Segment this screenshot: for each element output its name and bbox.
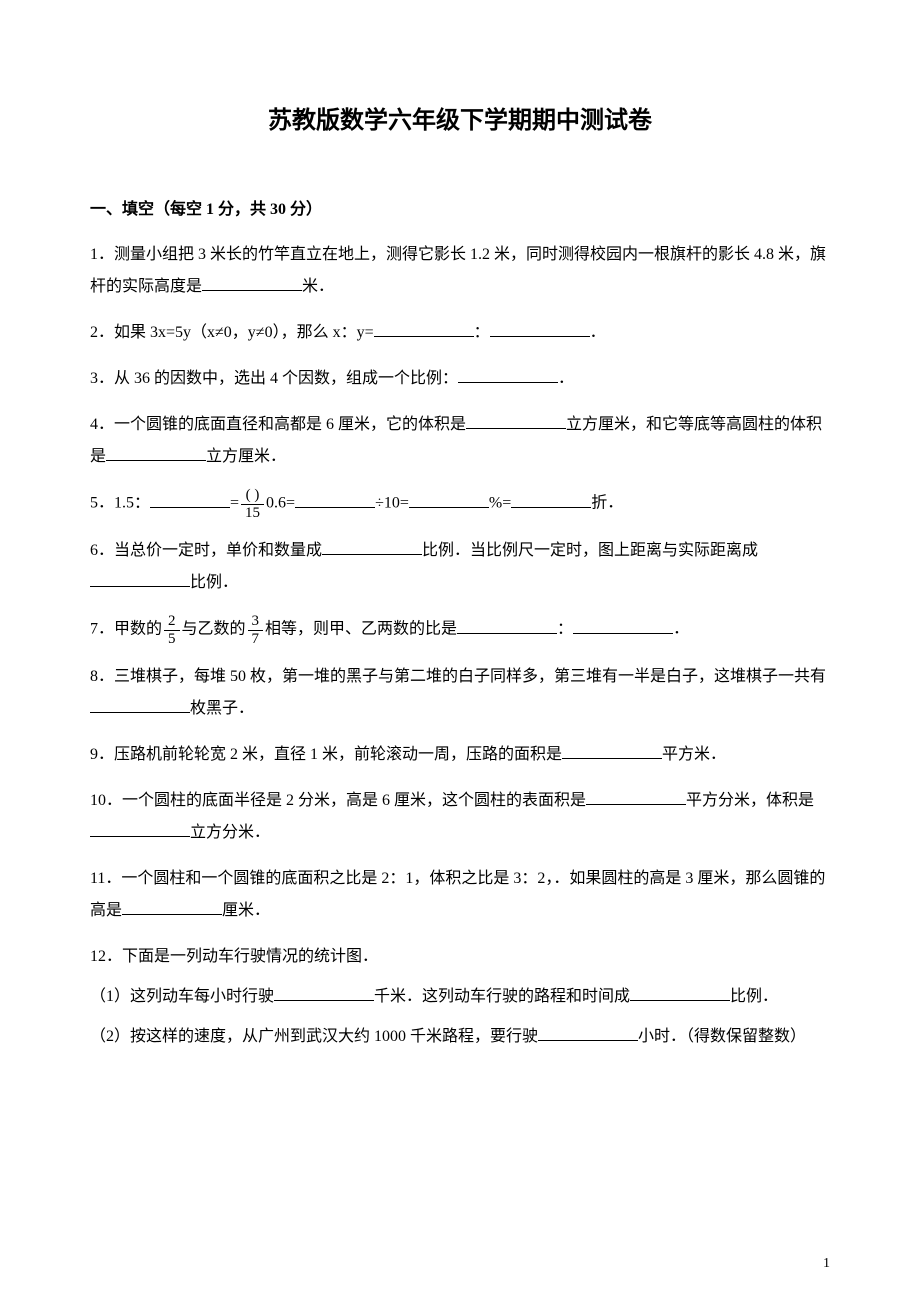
q6-text-b: 比例．当比例尺一定时，图上距离与实际距离成	[422, 542, 758, 559]
q8-blank	[90, 696, 190, 713]
q5-blank-2	[295, 491, 375, 508]
q12-sub1-blank-2	[630, 984, 730, 1001]
q7-text-b: 与乙数的	[182, 621, 246, 638]
q5-text-b: =	[230, 495, 239, 512]
q11-blank	[122, 898, 222, 915]
q12-sub1: （1）这列动车每小时行驶 千米．这列动车行驶的路程和时间成 比例．	[90, 981, 830, 1013]
q10-text-c: 立方分米．	[190, 824, 270, 841]
q12-sub2-b: 小时．（得数保留整数）	[638, 1028, 806, 1045]
question-11: 11．一个圆柱和一个圆锥的底面积之比是 2：1，体积之比是 3：2，．如果圆柱的…	[90, 863, 830, 927]
q6-blank-1	[322, 538, 422, 555]
page-number: 1	[823, 1256, 830, 1272]
q5-fraction: ( )15	[241, 487, 264, 521]
q4-text-a: 4．一个圆锥的底面直径和高都是 6 厘米，它的体积是	[90, 416, 466, 433]
q7-frac2-num: 3	[248, 613, 264, 631]
q12-sub1-c: 比例．	[730, 988, 778, 1005]
q7-blank-1	[457, 617, 557, 634]
q6-blank-2	[90, 570, 190, 587]
q5-text-a: 5．1.5：	[90, 495, 150, 512]
q12-sub2: （2）按这样的速度，从广州到武汉大约 1000 千米路程，要行驶 小时．（得数保留…	[90, 1021, 830, 1053]
q2-text-c: ．	[590, 324, 606, 341]
q3-text-b: ．	[558, 370, 574, 387]
q12-sub2-a: （2）按这样的速度，从广州到武汉大约 1000 千米路程，要行驶	[90, 1028, 538, 1045]
q12-sub1-b: 千米．这列动车行驶的路程和时间成	[374, 988, 630, 1005]
question-10: 10．一个圆柱的底面半径是 2 分米，高是 6 厘米，这个圆柱的表面积是 平方分米…	[90, 785, 830, 849]
section-1-header: 一、填空（每空 1 分，共 30 分）	[90, 195, 830, 219]
q12-sub2-blank	[538, 1024, 638, 1041]
q8-text-a: 8．三堆棋子，每堆 50 枚，第一堆的黑子与第二堆的白子同样多，第三堆有一半是白…	[90, 668, 826, 685]
q8-text-b: 枚黑子．	[190, 700, 254, 717]
q7-frac1-den: 5	[164, 631, 180, 648]
question-3: 3．从 36 的因数中，选出 4 个因数，组成一个比例： ．	[90, 363, 830, 395]
q2-text-b: ：	[474, 324, 490, 341]
q10-blank-2	[90, 820, 190, 837]
q7-text-e: ．	[673, 621, 689, 638]
q11-text-b: 厘米．	[222, 902, 270, 919]
q7-text-d: ：	[557, 621, 573, 638]
q5-blank-4	[511, 491, 591, 508]
q6-text-a: 6．当总价一定时，单价和数量成	[90, 542, 322, 559]
q7-fraction-1: 25	[164, 613, 180, 647]
q7-fraction-2: 37	[248, 613, 264, 647]
q9-text-b: 平方米．	[662, 746, 726, 763]
q10-text-b: 平方分米，体积是	[686, 792, 814, 809]
q4-text-c: 立方厘米．	[206, 448, 286, 465]
q7-text-c: 相等，则甲、乙两数的比是	[265, 621, 457, 638]
page-container: 苏教版数学六年级下学期期中测试卷 一、填空（每空 1 分，共 30 分） 1．测…	[0, 0, 920, 1302]
q3-text-a: 3．从 36 的因数中，选出 4 个因数，组成一个比例：	[90, 370, 458, 387]
q1-text-b: 米．	[302, 278, 334, 295]
q3-blank	[458, 366, 558, 383]
q4-blank-2	[106, 444, 206, 461]
q10-blank-1	[586, 788, 686, 805]
q5-text-f: 折．	[591, 495, 623, 512]
question-1: 1．测量小组把 3 米长的竹竿直立在地上，测得它影长 1.2 米，同时测得校园内…	[90, 239, 830, 303]
q10-text-a: 10．一个圆柱的底面半径是 2 分米，高是 6 厘米，这个圆柱的表面积是	[90, 792, 586, 809]
q5-text-c: 0.6=	[266, 495, 295, 512]
q2-text-a: 2．如果 3x=5y（x≠0，y≠0），那么 x：y=	[90, 324, 374, 341]
q7-frac2-den: 7	[248, 631, 264, 648]
q5-blank-1	[150, 491, 230, 508]
question-7: 7．甲数的25与乙数的37相等，则甲、乙两数的比是 ： ．	[90, 613, 830, 647]
q7-frac1-num: 2	[164, 613, 180, 631]
q12-intro: 12．下面是一列动车行驶情况的统计图．	[90, 941, 830, 973]
q2-blank-1	[374, 320, 474, 337]
question-9: 9．压路机前轮轮宽 2 米，直径 1 米，前轮滚动一周，压路的面积是 平方米．	[90, 739, 830, 771]
q5-frac-den: 15	[241, 505, 264, 522]
q9-blank	[562, 742, 662, 759]
page-title: 苏教版数学六年级下学期期中测试卷	[90, 100, 830, 135]
question-4: 4．一个圆锥的底面直径和高都是 6 厘米，它的体积是立方厘米，和它等底等高圆柱的…	[90, 409, 830, 473]
question-12: 12．下面是一列动车行驶情况的统计图． （1）这列动车每小时行驶 千米．这列动车行…	[90, 941, 830, 1053]
q6-text-c: 比例．	[190, 574, 238, 591]
q7-text-a: 7．甲数的	[90, 621, 162, 638]
question-5: 5．1.5： =( )150.6= ÷10= %= 折．	[90, 487, 830, 521]
q5-text-d: ÷10=	[375, 495, 409, 512]
q1-text-a: 1．测量小组把 3 米长的竹竿直立在地上，测得它影长 1.2 米，同时测得校园内…	[90, 246, 826, 295]
q9-text-a: 9．压路机前轮轮宽 2 米，直径 1 米，前轮滚动一周，压路的面积是	[90, 746, 562, 763]
q1-blank	[202, 274, 302, 291]
q7-blank-2	[573, 617, 673, 634]
q4-blank-1	[466, 412, 566, 429]
q2-blank-2	[490, 320, 590, 337]
question-8: 8．三堆棋子，每堆 50 枚，第一堆的黑子与第二堆的白子同样多，第三堆有一半是白…	[90, 661, 830, 725]
q5-text-e: %=	[489, 495, 511, 512]
question-2: 2．如果 3x=5y（x≠0，y≠0），那么 x：y= ： ．	[90, 317, 830, 349]
q5-frac-num: ( )	[241, 487, 264, 505]
q12-sub1-a: （1）这列动车每小时行驶	[90, 988, 274, 1005]
q12-sub1-blank-1	[274, 984, 374, 1001]
question-6: 6．当总价一定时，单价和数量成 比例．当比例尺一定时，图上距离与实际距离成比例．	[90, 535, 830, 599]
q5-blank-3	[409, 491, 489, 508]
